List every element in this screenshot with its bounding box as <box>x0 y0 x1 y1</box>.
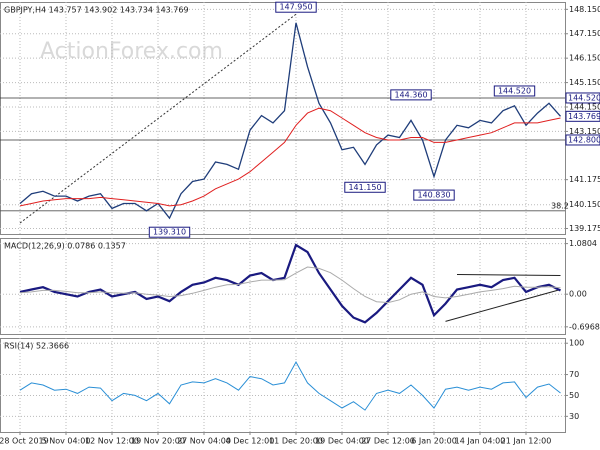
series-line <box>19 266 561 304</box>
level-label-box <box>565 92 600 104</box>
x-tick-label: 4 Dec 12:00 <box>226 437 275 446</box>
last-price-box <box>565 110 600 122</box>
trendline <box>456 274 561 276</box>
annotation-label: 141.150 <box>348 183 381 192</box>
x-tick-label: 14 Jan 04:00 <box>455 437 506 446</box>
watermark: ActionForex.com <box>40 39 223 64</box>
annotation-box <box>390 89 432 101</box>
annotation-box <box>493 85 536 97</box>
y-tick-label: 147.150 <box>569 29 600 38</box>
y-tick-label: 148.150 <box>569 5 600 14</box>
x-tick-label: 12 Nov 12:00 <box>85 437 139 446</box>
y-tick-label: 1.0804 <box>569 239 597 248</box>
annotation-box <box>275 1 317 13</box>
y-tick-label: 100 <box>569 339 584 348</box>
panel-title: GBPJPY,H4 143.757 143.902 143.734 143.76… <box>4 6 189 15</box>
y-tick-label: 141.175 <box>569 175 600 184</box>
y-tick-label: 50 <box>569 391 579 400</box>
series-line <box>19 22 561 220</box>
panel-title: RSI(14) 52.3666 <box>4 342 69 351</box>
trendline <box>445 289 561 322</box>
trendline <box>19 13 297 224</box>
annotation-label: 144.360 <box>394 90 427 99</box>
y-tick-label: 143.150 <box>569 127 600 136</box>
series-line <box>19 360 561 411</box>
x-tick-label: 27 Dec 12:00 <box>361 437 415 446</box>
x-tick-label: 21 Jan 12:00 <box>501 437 552 446</box>
y-tick-label: -0.6968 <box>569 322 600 331</box>
annotation-label: 144.520 <box>498 86 531 95</box>
x-tick-label: 27 Nov 04:00 <box>177 437 231 446</box>
annotation-label: 139.310 <box>153 228 186 237</box>
y-tick-label: 146.150 <box>569 54 600 63</box>
y-tick-label: 145.150 <box>569 78 600 87</box>
y-tick-label: 140.150 <box>569 200 600 209</box>
x-tick-label: 11 Dec 20:00 <box>269 437 323 446</box>
y-tick-label: 144.150 <box>569 103 600 112</box>
series-line <box>19 107 561 207</box>
x-tick-label: 19 Dec 04:00 <box>315 437 369 446</box>
x-tick-label: 28 Oct 2019 <box>0 437 49 446</box>
panel-frame <box>0 238 566 335</box>
annotation-box <box>148 226 191 238</box>
series-line <box>19 243 561 324</box>
panel-title: MACD(12,26,9) 0.0786 0.1357 <box>4 242 126 251</box>
y-tick-label: 70 <box>569 370 579 379</box>
level-label: 142.800 <box>568 135 600 144</box>
fib-label: 38.2 <box>551 201 569 210</box>
x-tick-label: 6 Jan 20:00 <box>411 437 457 446</box>
panel-frame <box>0 2 566 235</box>
panel-frame <box>0 338 566 433</box>
y-tick-label: 139.175 <box>569 224 600 233</box>
last-price-label: 143.769 <box>568 112 600 121</box>
level-label-box <box>565 134 600 146</box>
annotation-box <box>413 189 455 201</box>
x-tick-label: 5 Nov 04:00 <box>42 437 91 446</box>
level-label: 144.520 <box>568 93 600 102</box>
y-tick-label: 30 <box>569 412 579 421</box>
y-tick-label: 0.00 <box>569 290 587 299</box>
x-tick-label: 19 Nov 20:00 <box>131 437 185 446</box>
annotation-label: 147.950 <box>279 3 312 12</box>
annotation-box <box>344 181 386 193</box>
annotation-label: 140.830 <box>417 191 450 200</box>
